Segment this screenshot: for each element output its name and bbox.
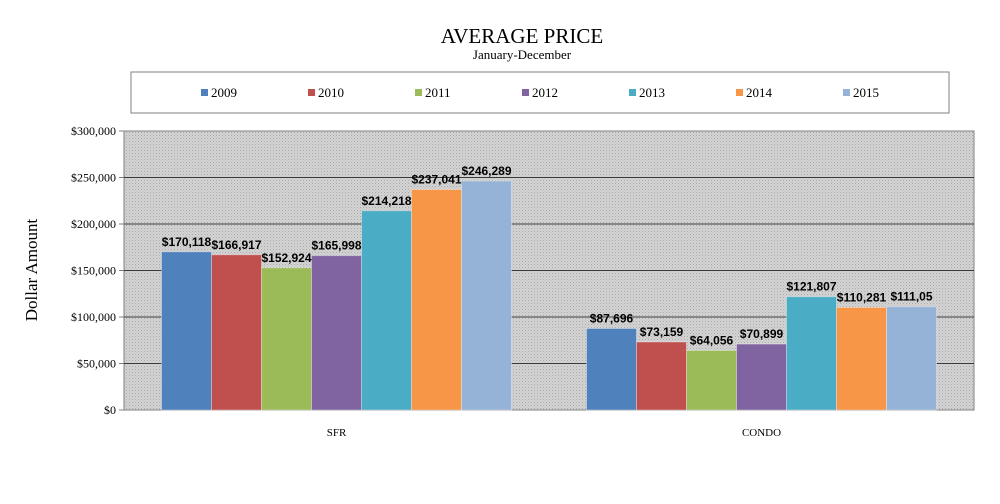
bar xyxy=(586,327,637,411)
data-label: $170,118 xyxy=(162,235,212,249)
y-tick-label: $300,000 xyxy=(71,124,116,138)
legend-swatch xyxy=(522,89,529,96)
bar xyxy=(836,306,887,411)
bar xyxy=(636,341,687,411)
data-label: $246,289 xyxy=(461,164,511,178)
legend-label: 2013 xyxy=(639,85,665,100)
bar xyxy=(161,251,212,411)
legend-label: 2014 xyxy=(746,85,773,100)
legend-swatch xyxy=(843,89,850,96)
legend-swatch xyxy=(308,89,315,96)
legend-label: 2015 xyxy=(853,85,879,100)
legend-swatch xyxy=(629,89,636,96)
legend-label: 2009 xyxy=(211,85,237,100)
legend-swatch xyxy=(415,89,422,96)
y-tick-label: $250,000 xyxy=(71,171,116,185)
x-axis-ticks: SFR CONDO xyxy=(327,427,781,439)
chart-subtitle: January-December xyxy=(473,47,572,62)
data-label: $70,899 xyxy=(740,327,784,341)
bar xyxy=(411,189,462,411)
y-tick-label: $50,000 xyxy=(77,357,116,371)
legend-label: 2011 xyxy=(425,85,451,100)
legend-label: 2012 xyxy=(532,85,558,100)
y-axis-ticks: $0 $50,000 $100,000 $150,000 $200,000 $250,00… xyxy=(71,124,124,417)
legend-label: 2010 xyxy=(318,85,344,100)
y-tick-label: $150,000 xyxy=(71,264,116,278)
data-label: $64,056 xyxy=(690,333,734,347)
bar xyxy=(211,254,262,411)
legend-swatch xyxy=(736,89,743,96)
x-tick-label: SFR xyxy=(327,427,347,439)
data-label: $165,998 xyxy=(311,239,361,253)
bars xyxy=(161,180,937,411)
x-tick-label: CONDO xyxy=(742,427,781,439)
bar xyxy=(886,306,937,411)
bar xyxy=(686,349,737,411)
legend-box xyxy=(130,71,950,114)
data-label: $121,807 xyxy=(786,280,836,294)
bar xyxy=(311,255,362,411)
legend-swatch xyxy=(201,89,208,96)
y-axis-label: Dollar Amount xyxy=(22,218,41,321)
bar-labels: $170,118 $166,917$152,924$165,998 $214,218… xyxy=(162,164,933,347)
y-tick-label: $100,000 xyxy=(71,310,116,324)
y-tick-label: $200,000 xyxy=(71,217,116,231)
bar xyxy=(361,210,412,411)
data-label: $237,041 xyxy=(411,173,461,187)
bar xyxy=(461,180,512,411)
bar xyxy=(736,343,787,411)
y-tick-label: $0 xyxy=(104,403,116,417)
bar xyxy=(786,296,837,411)
bar xyxy=(261,267,312,411)
data-label: $166,917 xyxy=(211,238,261,252)
chart-title: AVERAGE PRICE xyxy=(441,24,603,48)
data-label: $152,924 xyxy=(261,251,311,265)
data-label: $73,159 xyxy=(640,325,684,339)
legend: 2009 2010 2011 2012 2013 2014 2015 xyxy=(201,85,879,100)
data-label: $111,05 xyxy=(890,290,932,304)
data-label: $110,281 xyxy=(837,290,887,304)
data-label: $87,696 xyxy=(590,311,634,325)
data-label: $214,218 xyxy=(361,194,411,208)
